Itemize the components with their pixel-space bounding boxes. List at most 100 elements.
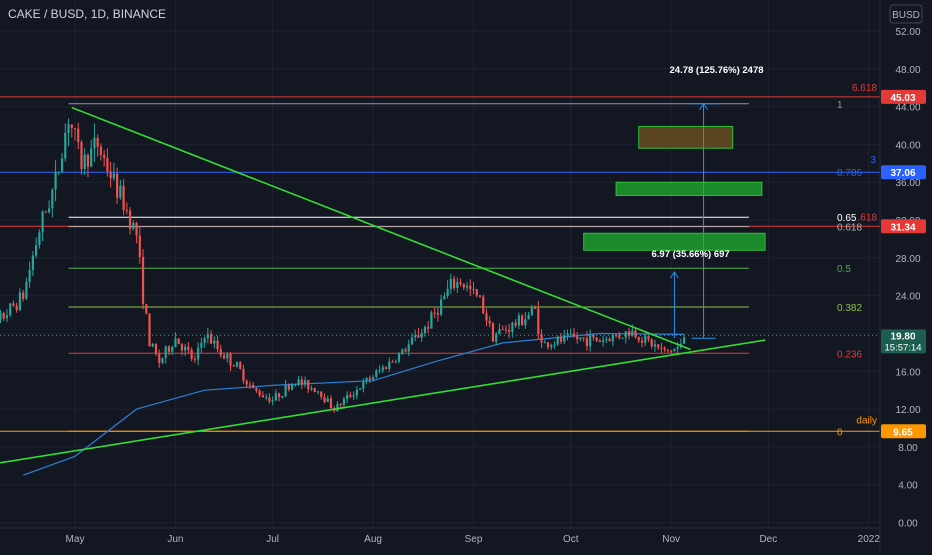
- candle-body[interactable]: [676, 347, 679, 349]
- candle-body[interactable]: [362, 381, 365, 389]
- candle-body[interactable]: [352, 395, 355, 397]
- candle-body[interactable]: [420, 332, 423, 338]
- candle-body[interactable]: [281, 396, 284, 398]
- candle-body[interactable]: [657, 344, 660, 348]
- candle-body[interactable]: [355, 389, 358, 396]
- candle-body[interactable]: [316, 391, 320, 393]
- candle-body[interactable]: [627, 331, 631, 337]
- candle-body[interactable]: [287, 384, 290, 390]
- candle-body[interactable]: [436, 312, 439, 315]
- candle-body[interactable]: [44, 211, 47, 213]
- candle-body[interactable]: [60, 158, 64, 172]
- candle-body[interactable]: [47, 208, 51, 213]
- candle-body[interactable]: [384, 367, 388, 370]
- candle-body[interactable]: [569, 333, 572, 335]
- candle-body[interactable]: [268, 397, 271, 402]
- candle-body[interactable]: [86, 154, 90, 167]
- candle-body[interactable]: [164, 346, 167, 358]
- candle-body[interactable]: [106, 157, 109, 172]
- candle-body[interactable]: [184, 346, 187, 351]
- candle-body[interactable]: [103, 154, 106, 158]
- candle-body[interactable]: [135, 222, 138, 236]
- price-tag[interactable]: [881, 424, 926, 439]
- candle-body[interactable]: [242, 368, 245, 381]
- candle-body[interactable]: [407, 344, 410, 352]
- candle-body[interactable]: [209, 334, 213, 344]
- candle-body[interactable]: [546, 342, 550, 348]
- candle-body[interactable]: [15, 305, 18, 310]
- candle-body[interactable]: [388, 361, 391, 370]
- candle-body[interactable]: [666, 349, 670, 351]
- fibonacci-retracement[interactable]: 1 0.786 0.650.618 0.5 0.382 0.236 0: [68, 100, 863, 439]
- candle-body[interactable]: [248, 384, 252, 386]
- candle-body[interactable]: [70, 124, 73, 129]
- candle-body[interactable]: [540, 334, 543, 343]
- candle-body[interactable]: [582, 337, 585, 339]
- candle-body[interactable]: [284, 384, 287, 397]
- candle-body[interactable]: [491, 323, 495, 342]
- candle-body[interactable]: [265, 397, 268, 399]
- candle-body[interactable]: [35, 244, 38, 256]
- candle-body[interactable]: [41, 211, 44, 233]
- candle-body[interactable]: [530, 307, 533, 315]
- candle-body[interactable]: [572, 333, 576, 337]
- candle-body[interactable]: [255, 387, 258, 392]
- candle-body[interactable]: [329, 398, 333, 409]
- candle-body[interactable]: [294, 383, 297, 385]
- candle-body[interactable]: [602, 340, 605, 343]
- candle-body[interactable]: [556, 336, 559, 345]
- currency-button-frame[interactable]: [889, 4, 923, 24]
- candle-body[interactable]: [631, 330, 634, 337]
- candle-body[interactable]: [132, 222, 135, 229]
- candle-body[interactable]: [598, 340, 601, 343]
- candle-body[interactable]: [310, 388, 313, 390]
- candle-body[interactable]: [177, 338, 180, 345]
- candle-body[interactable]: [96, 137, 99, 147]
- target-boxes[interactable]: [583, 125, 766, 251]
- current-price-tag[interactable]: [881, 329, 926, 354]
- candle-body[interactable]: [414, 335, 417, 338]
- candle-body[interactable]: [605, 338, 608, 341]
- candle-body[interactable]: [229, 353, 232, 366]
- candle-body[interactable]: [401, 349, 404, 354]
- candle-body[interactable]: [371, 377, 375, 380]
- candle-body[interactable]: [624, 331, 627, 338]
- candle-body[interactable]: [592, 335, 595, 338]
- candle-body[interactable]: [171, 346, 174, 352]
- candle-body[interactable]: [112, 173, 115, 179]
- candle-body[interactable]: [614, 334, 618, 336]
- time-axis[interactable]: May Jun Jul Aug Sep Oct Nov Dec 2022: [0, 527, 880, 545]
- trendlines[interactable]: [0, 106, 766, 476]
- candle-body[interactable]: [190, 349, 193, 359]
- candle-body[interactable]: [417, 335, 420, 338]
- measure-tools[interactable]: 24.78 (125.76%) 2478 6.97 (35.66%) 697: [652, 65, 764, 339]
- candle-body[interactable]: [391, 361, 394, 363]
- candle-body[interactable]: [527, 314, 530, 320]
- candle-body[interactable]: [537, 308, 540, 335]
- candle-body[interactable]: [116, 173, 119, 198]
- candle-body[interactable]: [326, 398, 329, 403]
- candle-body[interactable]: [339, 403, 342, 405]
- candle-body[interactable]: [313, 388, 316, 393]
- candle-body[interactable]: [559, 336, 563, 342]
- candle-body[interactable]: [663, 348, 666, 350]
- currency-button-label[interactable]: BUSD: [892, 10, 920, 21]
- candle-body[interactable]: [543, 342, 546, 344]
- candle-body[interactable]: [650, 339, 653, 347]
- candle-body[interactable]: [303, 380, 307, 385]
- candle-body[interactable]: [524, 319, 527, 325]
- candle-body[interactable]: [595, 337, 598, 341]
- candle-body[interactable]: [239, 362, 242, 369]
- candle-body[interactable]: [443, 295, 446, 300]
- trendline[interactable]: [71, 106, 691, 351]
- candle-body[interactable]: [644, 335, 647, 343]
- candle-body[interactable]: [31, 255, 34, 271]
- candle-body[interactable]: [410, 337, 414, 345]
- price-tag[interactable]: [881, 219, 926, 234]
- candle-body[interactable]: [566, 333, 569, 336]
- candle-body[interactable]: [553, 344, 556, 346]
- candle-body[interactable]: [433, 312, 436, 314]
- candle-body[interactable]: [213, 340, 216, 344]
- candle-body[interactable]: [336, 403, 339, 411]
